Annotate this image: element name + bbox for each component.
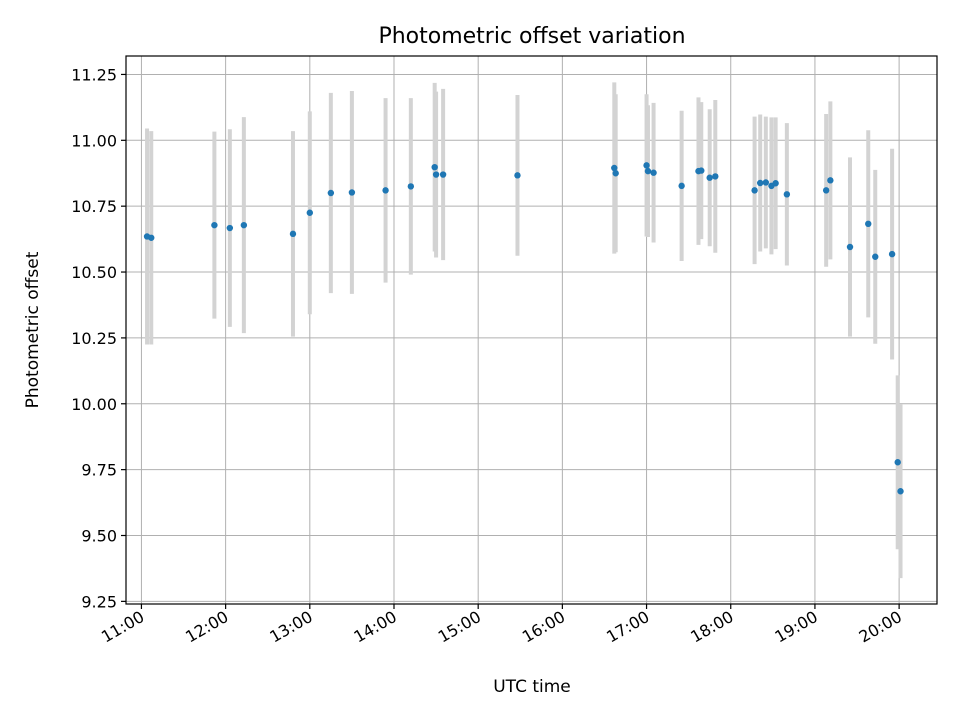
y-axis: 9.25 9.50 9.75 10.00 10.25 10.50 10.75 11.00 11.… bbox=[71, 65, 126, 611]
y-tick-label: 11.25 bbox=[71, 65, 117, 84]
chart-title: Photometric offset variation bbox=[378, 24, 685, 49]
y-axis-label: Photometric offset bbox=[23, 251, 43, 408]
data-point bbox=[822, 187, 830, 194]
data-point bbox=[432, 171, 440, 178]
data-point bbox=[888, 250, 896, 258]
plot-frame bbox=[125, 55, 938, 605]
data-point bbox=[644, 167, 652, 175]
data-point bbox=[348, 189, 356, 196]
data-point bbox=[643, 162, 650, 169]
data-point bbox=[650, 169, 657, 176]
data-point bbox=[783, 191, 791, 198]
data-point bbox=[751, 187, 758, 194]
data-point bbox=[407, 183, 415, 190]
data-point bbox=[897, 488, 904, 495]
data-point bbox=[698, 167, 705, 174]
data-point bbox=[211, 221, 218, 229]
data-point bbox=[865, 220, 872, 228]
data-point bbox=[757, 179, 764, 187]
data-point bbox=[894, 459, 901, 466]
data-point bbox=[872, 253, 879, 260]
data-point bbox=[712, 173, 719, 180]
y-tick-label: 9.75 bbox=[81, 461, 117, 480]
data-point bbox=[762, 179, 770, 186]
y-tick-label: 10.50 bbox=[71, 263, 117, 282]
data-point bbox=[439, 171, 447, 178]
data-point bbox=[226, 224, 234, 232]
y-tick-label: 10.75 bbox=[71, 197, 117, 216]
data-point bbox=[240, 221, 248, 229]
data-point bbox=[306, 209, 314, 216]
data-point bbox=[706, 174, 713, 181]
grid-layer bbox=[126, 56, 937, 604]
y-tick-label: 9.50 bbox=[81, 527, 117, 546]
data-point bbox=[514, 172, 521, 179]
data-points bbox=[143, 162, 904, 495]
y-tick-label: 11.00 bbox=[71, 131, 117, 150]
data-point bbox=[327, 189, 335, 197]
y-tick-label: 10.25 bbox=[71, 329, 117, 348]
data-point bbox=[846, 243, 854, 251]
data-point bbox=[289, 230, 297, 238]
y-tick-label: 10.00 bbox=[71, 395, 117, 414]
data-point bbox=[612, 170, 619, 177]
data-point bbox=[148, 234, 155, 241]
x-axis-label: UTC time bbox=[493, 677, 571, 697]
data-point bbox=[827, 177, 834, 184]
data-point bbox=[772, 180, 779, 187]
y-tick-label: 9.25 bbox=[81, 592, 117, 611]
data-point bbox=[611, 164, 618, 172]
data-point bbox=[678, 182, 685, 190]
data-point bbox=[431, 163, 438, 171]
data-point bbox=[382, 187, 389, 194]
